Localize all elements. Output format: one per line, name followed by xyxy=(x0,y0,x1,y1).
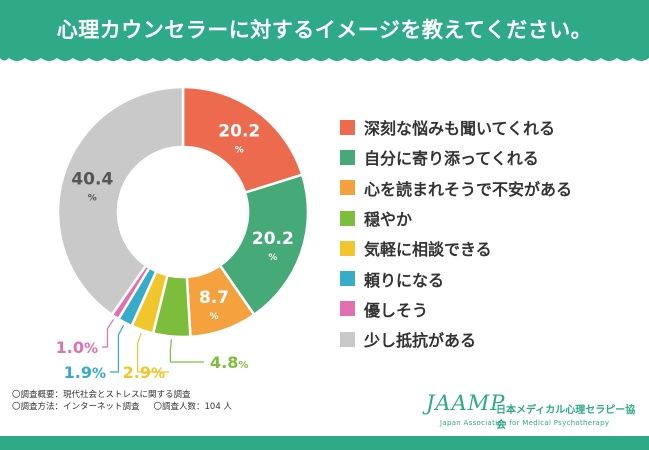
legend-item: 心を読まれそうで不安がある xyxy=(340,173,572,203)
legend-item: 少し抵抗がある xyxy=(340,324,572,354)
title-banner xyxy=(0,0,649,58)
logo-mark: JAAMP xyxy=(426,391,506,415)
footer-bar xyxy=(0,436,649,450)
legend-label: 穏やか xyxy=(364,210,413,230)
legend-label: 優しそう xyxy=(364,300,429,320)
legend-item: 穏やか xyxy=(340,203,572,233)
legend-swatch xyxy=(340,119,355,135)
jaamp-logo: JAAMP 日本メディカル心理セラピー協会 Japan Association … xyxy=(426,391,641,431)
legend-swatch xyxy=(340,271,355,287)
banner-wave xyxy=(0,52,649,61)
data-label-unit: % xyxy=(210,312,219,322)
pie-slice xyxy=(218,173,310,317)
data-label-unit: % xyxy=(268,253,277,263)
legend-swatch xyxy=(340,331,355,347)
survey-count: 〇調査人数：104 人 xyxy=(153,402,232,412)
legend-item: 深刻な悩みも聞いてくれる xyxy=(340,112,572,142)
data-label-unit: % xyxy=(235,145,244,155)
legend-swatch xyxy=(340,149,355,165)
pie-slice xyxy=(181,85,304,195)
data-label: 40.4 xyxy=(71,170,113,190)
data-label: 20.2 xyxy=(252,229,294,249)
legend-label: 頼りになる xyxy=(364,270,445,290)
survey-notes: 〇調査概要：現代社会とストレスに関する調査 〇調査方法：インターネット調査 〇調査… xyxy=(12,389,246,413)
chart-title: 心理カウンセラーに対するイメージを教えてください。 xyxy=(56,18,593,42)
legend: 深刻な悩みも聞いてくれる 自分に寄り添ってくれる 心を読まれそうで不安がある 穏… xyxy=(340,112,572,354)
legend-label: 自分に寄り添ってくれる xyxy=(364,149,539,169)
legend-swatch xyxy=(340,301,355,317)
legend-item: 自分に寄り添ってくれる xyxy=(340,142,572,172)
leader-line xyxy=(110,325,125,373)
data-label: 8.7 xyxy=(199,288,229,308)
leader-line xyxy=(137,332,169,373)
legend-item: 頼りになる xyxy=(340,263,572,293)
logo-japanese-name: 日本メディカル心理セラピー協会 xyxy=(496,405,636,431)
data-label: 20.2 xyxy=(218,121,260,141)
legend-label: 少し抵抗がある xyxy=(364,331,477,351)
legend-label: 深刻な悩みも聞いてくれる xyxy=(364,119,556,139)
legend-swatch xyxy=(340,240,355,256)
survey-method: 〇調査方法：インターネット調査 xyxy=(12,402,140,412)
leader-line xyxy=(102,319,114,348)
legend-swatch xyxy=(340,210,355,226)
data-label: 4.8% xyxy=(210,353,248,372)
legend-label: 心を読まれそうで不安がある xyxy=(364,179,573,199)
legend-swatch xyxy=(340,180,355,196)
legend-item: 優しそう xyxy=(340,294,572,324)
pie-slice xyxy=(56,85,185,317)
data-label: 2.9% xyxy=(123,363,165,382)
legend-label: 気軽に相談できる xyxy=(364,240,492,260)
data-label: 1.9% xyxy=(64,363,106,382)
data-label: 1.0% xyxy=(56,338,98,357)
leader-line xyxy=(169,339,204,363)
survey-overview: 〇調査概要：現代社会とストレスに関する調査 xyxy=(12,390,191,400)
logo-english-name: Japan Association for Medical Psychother… xyxy=(440,419,610,427)
legend-item: 気軽に相談できる xyxy=(340,233,572,263)
data-label-unit: % xyxy=(88,194,97,204)
